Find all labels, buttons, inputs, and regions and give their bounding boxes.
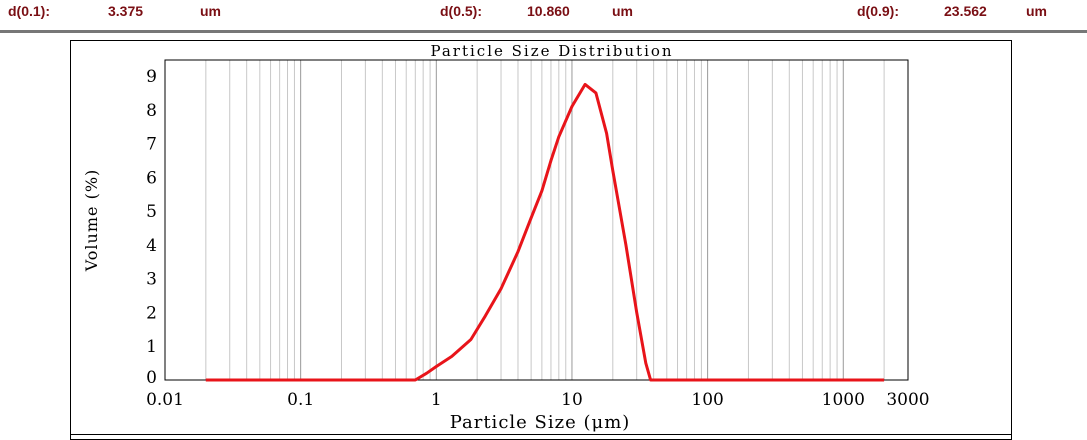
y-tick-label: 3 <box>146 270 157 290</box>
d50-label: d(0.5): <box>440 3 482 19</box>
x-tick-label: 0.1 <box>287 390 314 410</box>
x-axis-label: Particle Size (μm) <box>450 412 631 433</box>
d90-unit: um <box>1026 3 1047 19</box>
header-divider <box>0 30 1087 33</box>
d90-label: d(0.9): <box>857 3 899 19</box>
d10-value: 3.375 <box>108 3 144 19</box>
x-tick-label: 1000 <box>822 390 865 410</box>
distribution-line <box>205 82 885 382</box>
x-tick-label: 1 <box>431 390 442 410</box>
x-tick-label: 100 <box>691 390 723 410</box>
y-tick-label: 4 <box>146 236 157 256</box>
y-tick-label: 6 <box>146 168 157 188</box>
x-tick-label: 0.01 <box>146 390 184 410</box>
d10-label: d(0.1): <box>8 3 50 19</box>
plot-area <box>164 59 909 381</box>
d10-unit: um <box>200 3 221 19</box>
x-tick-label: 10 <box>561 390 583 410</box>
d50-unit: um <box>612 3 633 19</box>
y-tick-label: 2 <box>146 303 157 323</box>
chart-frame-bottom <box>70 434 1012 435</box>
y-tick-label: 7 <box>146 135 157 155</box>
d50-value: 10.860 <box>527 3 570 19</box>
x-tick-label: 3000 <box>886 390 929 410</box>
y-tick-label: 8 <box>146 101 157 121</box>
y-tick-label: 1 <box>146 337 157 357</box>
y-axis-label: Volume (%) <box>82 169 101 273</box>
y-tick-label: 9 <box>146 67 157 87</box>
d90-value: 23.562 <box>944 3 987 19</box>
y-tick-label: 5 <box>146 202 157 222</box>
y-tick-label: 0 <box>146 368 157 388</box>
chart-title: Particle Size Distribution <box>430 42 673 60</box>
